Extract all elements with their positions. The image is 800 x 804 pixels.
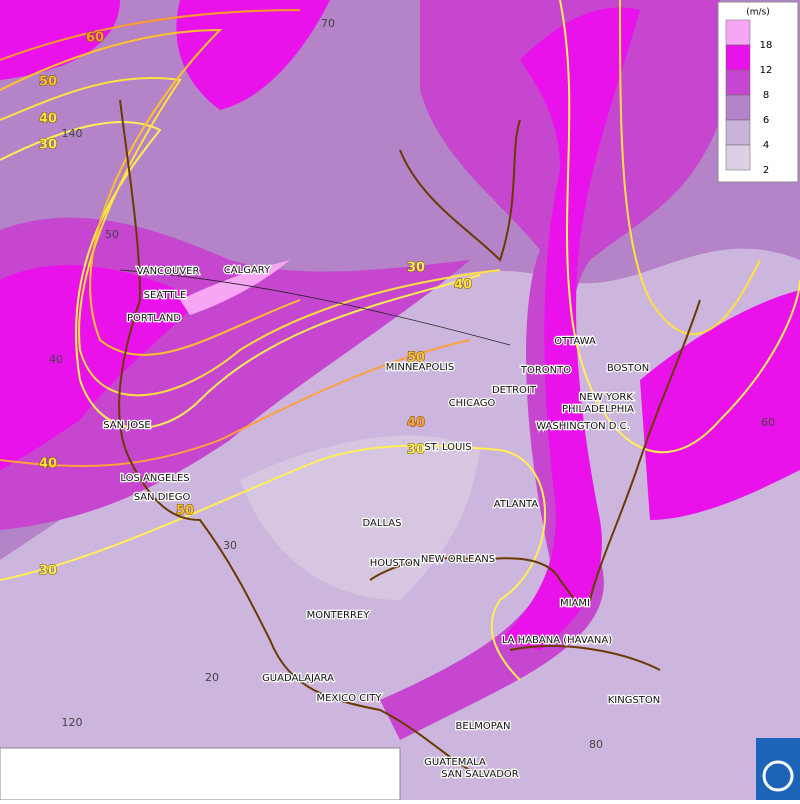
- graticule-label: 80: [589, 738, 603, 751]
- graticule-label: 20: [205, 671, 219, 684]
- city-label: SAN DIEGO: [134, 492, 191, 503]
- graticule-label: 50: [105, 228, 119, 241]
- city-label: SAN JOSE: [103, 420, 151, 431]
- city-label: SAN SALVADOR: [441, 769, 518, 780]
- graticule-label: 70: [321, 17, 335, 30]
- legend-label: 2: [763, 165, 769, 176]
- contour-label: 60: [86, 31, 104, 46]
- contour-lines: [0, 0, 800, 681]
- legend-swatch: [725, 119, 751, 146]
- city-label: LA HABANA (HAVANA): [502, 635, 612, 646]
- border: [119, 269, 511, 346]
- graticule-label: 120: [62, 716, 83, 729]
- city-label: MINNEAPOLIS: [386, 362, 454, 373]
- city-label: WASHINGTON D.C.: [536, 421, 630, 432]
- graticule-label: 40: [49, 353, 63, 366]
- city-label: CALGARY: [224, 265, 271, 276]
- contour-label: 40: [39, 457, 57, 472]
- contour-label: 50: [176, 504, 194, 519]
- city-label: PHILADELPHIA: [562, 404, 634, 415]
- contour-label: 30: [39, 138, 57, 153]
- legend-swatch: [725, 19, 751, 46]
- city-label: DALLAS: [363, 518, 402, 529]
- city-label: TORONTO: [520, 365, 571, 376]
- legend-label: 6: [763, 115, 769, 126]
- city-label: CHICAGO: [449, 398, 496, 409]
- legend-label: 18: [760, 40, 773, 51]
- legend-swatch: [725, 69, 751, 96]
- caption-box: [0, 747, 401, 801]
- contour-label: 30: [39, 564, 57, 579]
- city-label: ST. LOUIS: [424, 442, 471, 453]
- legend-swatch: [725, 94, 751, 121]
- graticule-label: 60: [761, 416, 775, 429]
- city-label: MIAMI: [560, 598, 590, 609]
- city-label: VANCOUVER: [137, 266, 200, 277]
- graticule-label: 30: [223, 539, 237, 552]
- logo-icon: [762, 760, 794, 792]
- contour-label: 30: [407, 443, 425, 458]
- city-label: ATLANTA: [494, 499, 539, 510]
- city-label: OTTAWA: [554, 336, 596, 347]
- city-label: SEATTLE: [144, 290, 187, 301]
- city-label: GUATEMALA: [424, 757, 486, 768]
- legend-unit: (m/s): [746, 8, 770, 18]
- graticule-label: 140: [62, 127, 83, 140]
- city-label: MONTERREY: [307, 610, 371, 621]
- city-label: NEW ORLEANS: [421, 554, 495, 565]
- legend-label: 8: [763, 90, 769, 101]
- contour-label: 40: [407, 416, 425, 431]
- city-label: BELMOPAN: [456, 721, 511, 732]
- city-label: DETROIT: [492, 385, 537, 396]
- city-label: NEW YORK: [579, 392, 633, 403]
- spread-shading: [0, 0, 800, 740]
- city-label: MEXICO CITY: [317, 693, 383, 704]
- city-label: KINGSTON: [608, 695, 661, 706]
- contour-label: 50: [407, 351, 425, 366]
- city-label: BOSTON: [607, 363, 649, 374]
- legend-swatch: [725, 144, 751, 171]
- contour-label: 40: [39, 112, 57, 127]
- contour-label: 30: [407, 261, 425, 276]
- contour-label: 50: [39, 75, 57, 90]
- city-label: GUADALAJARA: [262, 673, 334, 684]
- legend: (m/s) 18 12 8 6 4 2: [717, 1, 799, 183]
- legend-swatch: [725, 44, 751, 71]
- city-label: LOS ANGELES: [120, 473, 189, 484]
- city-label: HOUSTON: [370, 558, 421, 569]
- coastlines: [118, 99, 701, 771]
- contour-label: 40: [454, 278, 472, 293]
- legend-label: 4: [763, 140, 769, 151]
- city-label: PORTLAND: [127, 313, 181, 324]
- legend-label: 12: [760, 65, 773, 76]
